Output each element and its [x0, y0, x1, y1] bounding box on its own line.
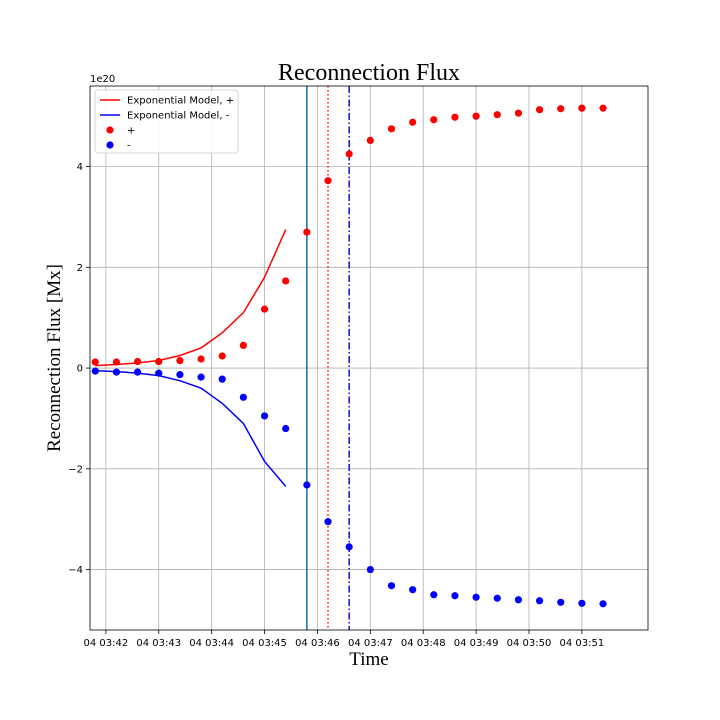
- x-tick-label: 04 03:49: [454, 638, 499, 649]
- x-axis-ticks: 04 03:42 04 03:43 04 03:44 04 03:45 04 03:46…: [84, 630, 605, 649]
- x-tick-label: 04 03:44: [189, 638, 234, 649]
- data-point: [176, 371, 184, 379]
- data-point: [557, 598, 565, 606]
- y-tick-label: 0: [77, 364, 83, 375]
- data-point: [303, 481, 311, 489]
- y-tick-label: 4: [77, 162, 83, 173]
- data-point: [197, 355, 205, 363]
- data-point: [366, 136, 374, 144]
- series: [91, 104, 607, 608]
- data-point: [134, 368, 142, 376]
- data-point: [134, 357, 142, 366]
- data-point: [430, 116, 438, 124]
- data-point: [239, 341, 247, 350]
- data-point: [493, 111, 501, 119]
- y-tick-label: −4: [68, 565, 83, 576]
- data-point: [324, 518, 332, 526]
- legend: Exponential Model, + Exponential Model, -…: [94, 89, 239, 154]
- data-point: [282, 277, 290, 285]
- data-point: [260, 412, 269, 420]
- x-tick-label: 04 03:51: [560, 638, 605, 649]
- data-point: [451, 113, 459, 121]
- data-point: [493, 594, 501, 602]
- plot-area: [89, 85, 649, 631]
- legend-label: Exponential Model, -: [127, 111, 230, 122]
- data-point: [239, 393, 247, 401]
- data-point: [387, 582, 396, 590]
- x-tick-label: 04 03:48: [401, 638, 446, 649]
- data-point: [451, 592, 459, 600]
- x-tick-label: 04 03:50: [507, 638, 552, 649]
- x-tick-label: 04 03:42: [84, 638, 129, 649]
- data-point: [345, 150, 353, 158]
- data-point: [387, 125, 396, 133]
- data-point: [535, 106, 544, 114]
- data-point: [91, 367, 99, 375]
- data-point: [176, 356, 184, 365]
- x-axis-label: Time: [349, 649, 388, 670]
- legend-marker-swatch: [106, 141, 114, 149]
- data-point: [282, 424, 290, 433]
- series-line: [95, 229, 287, 367]
- y-tick-label: 2: [77, 263, 83, 274]
- y-offset-label: 1e20: [90, 74, 115, 85]
- data-point: [112, 368, 121, 376]
- data-point: [578, 104, 586, 112]
- data-point: [197, 373, 205, 381]
- data-point: [260, 305, 269, 313]
- data-point: [472, 112, 480, 120]
- legend-label: -: [127, 141, 131, 152]
- data-point: [514, 596, 523, 604]
- data-point: [155, 357, 163, 366]
- data-point: [535, 597, 544, 605]
- y-axis-ticks: −4 −2 0 2 4: [68, 162, 90, 576]
- data-point: [345, 543, 353, 551]
- plot-background: [90, 86, 648, 630]
- legend-marker-swatch: [106, 126, 114, 134]
- data-point: [91, 358, 99, 366]
- data-point: [303, 228, 311, 236]
- data-point: [514, 109, 523, 117]
- data-point: [409, 118, 417, 126]
- data-point: [112, 358, 121, 366]
- data-point: [599, 600, 607, 608]
- legend-label: +: [127, 126, 135, 137]
- y-axis-label: Reconnection Flux [Mx]: [44, 264, 65, 452]
- data-point: [409, 586, 417, 594]
- data-point: [472, 593, 480, 601]
- series-line: [95, 369, 287, 487]
- vertical-markers: [306, 86, 350, 630]
- data-point: [599, 104, 607, 112]
- x-tick-label: 04 03:45: [242, 638, 287, 649]
- data-point: [557, 105, 565, 113]
- x-tick-label: 04 03:46: [295, 638, 340, 649]
- plot-frame: [89, 85, 649, 631]
- x-tick-label: 04 03:43: [136, 638, 181, 649]
- legend-label: Exponential Model, +: [127, 96, 234, 107]
- data-point: [155, 369, 163, 377]
- legend-frame: [94, 89, 239, 154]
- x-tick-label: 04 03:47: [348, 638, 393, 649]
- data-point: [218, 375, 226, 383]
- data-point: [366, 565, 374, 574]
- data-point: [578, 599, 586, 607]
- data-point: [430, 591, 438, 599]
- data-point: [218, 352, 226, 360]
- chart-title: Reconnection Flux: [278, 60, 460, 86]
- y-tick-label: −2: [68, 464, 83, 475]
- data-point: [324, 177, 332, 185]
